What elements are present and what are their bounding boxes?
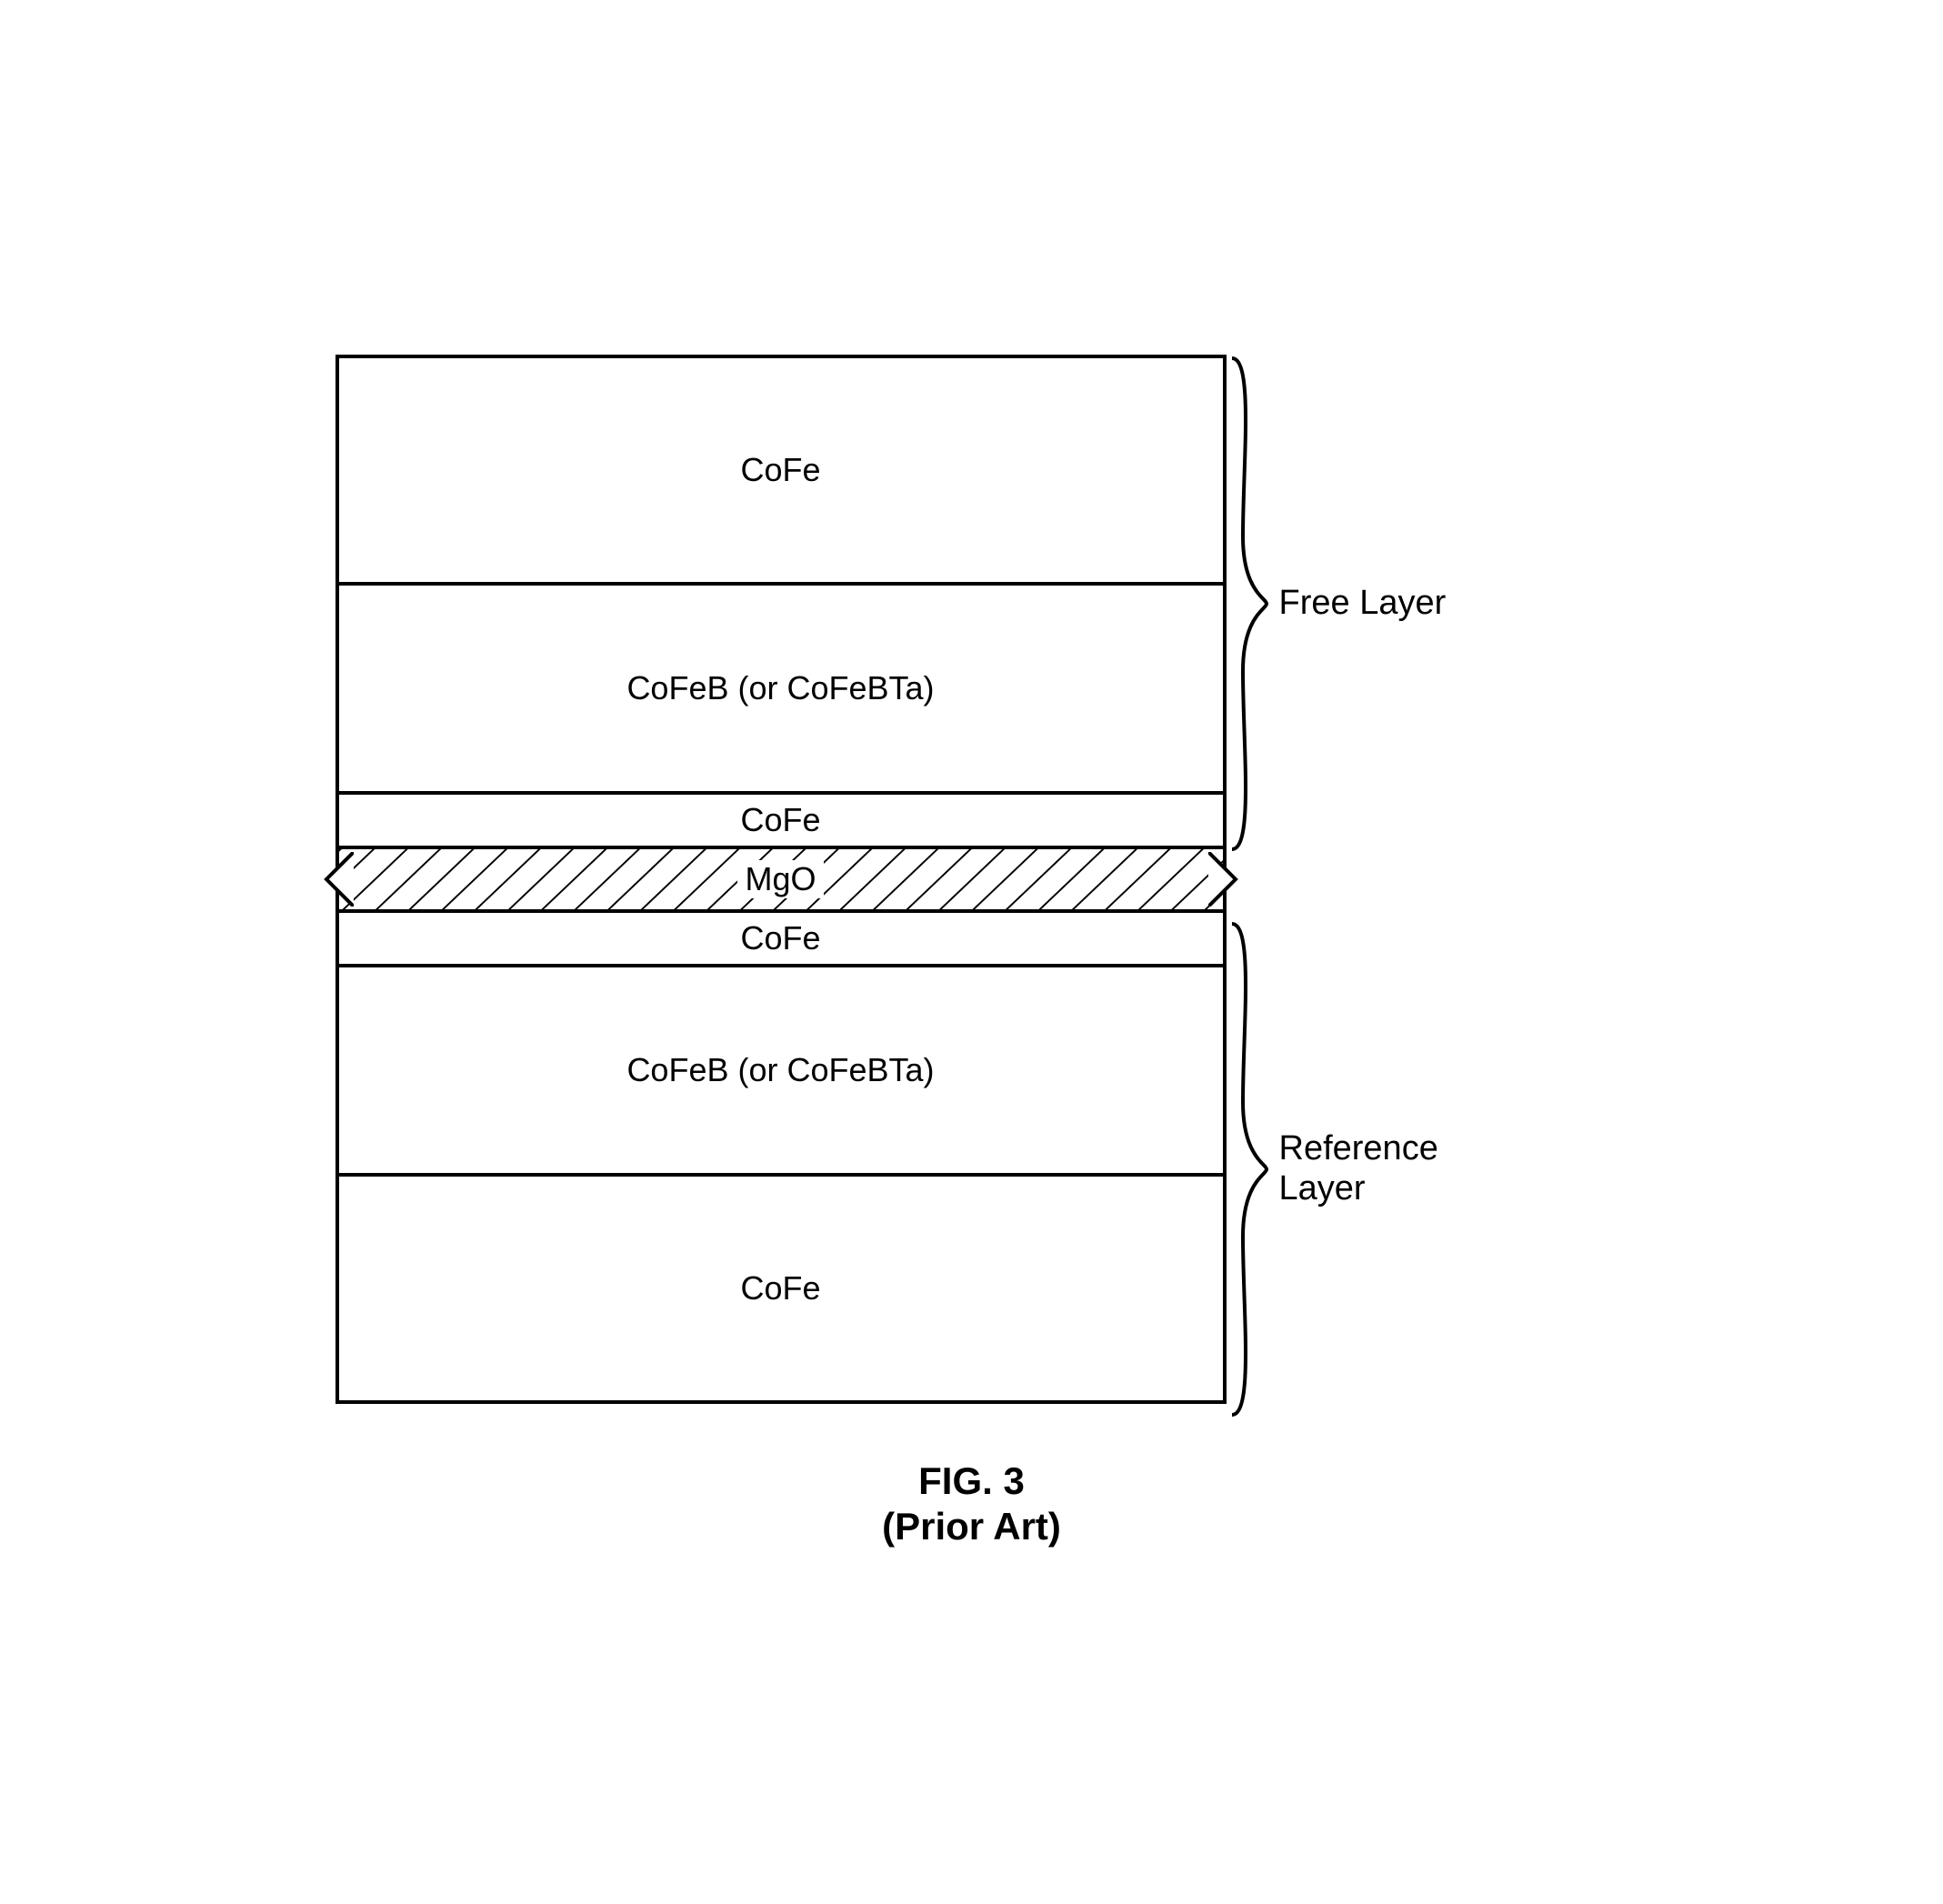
figure-3-prior-art: CoFe CoFeB (or CoFeBTa) CoFe <box>336 355 1608 1550</box>
break-notch-left-icon <box>317 852 354 907</box>
layer-stack: CoFe CoFeB (or CoFeBTa) CoFe <box>336 355 1227 1404</box>
figure-caption: FIG. 3 (Prior Art) <box>336 1458 1608 1550</box>
layer-label: CoFeB (or CoFeBTa) <box>626 669 934 707</box>
layer-label: CoFe <box>740 1269 820 1308</box>
stack-area: CoFe CoFeB (or CoFeBTa) CoFe <box>336 355 1608 1404</box>
brace-icon <box>1227 920 1270 1418</box>
brace-reference-layer: Reference Layer <box>1227 920 1438 1418</box>
caption-line-2: (Prior Art) <box>336 1504 1608 1549</box>
caption-line-1: FIG. 3 <box>336 1458 1608 1504</box>
layer-label: CoFe <box>740 801 820 839</box>
layer-ref-cofeb: CoFeB (or CoFeBTa) <box>339 967 1223 1177</box>
brace-label: Free Layer <box>1279 584 1447 624</box>
brace-label: Reference Layer <box>1279 1129 1438 1208</box>
layer-ref-cofe-inner: CoFe <box>339 913 1223 967</box>
layer-mgo-barrier: MgO <box>339 849 1223 913</box>
break-notch-right-icon <box>1208 852 1245 907</box>
brace-label-text: Reference Layer <box>1279 1129 1438 1208</box>
layer-label: CoFe <box>740 451 820 489</box>
brace-icon <box>1227 355 1270 853</box>
layer-free-cofe-top: CoFe <box>339 358 1223 586</box>
layer-label: CoFe <box>740 919 820 957</box>
brace-free-layer: Free Layer <box>1227 355 1447 853</box>
layer-ref-cofe-bottom: CoFe <box>339 1177 1223 1404</box>
layer-free-cofeb: CoFeB (or CoFeBTa) <box>339 586 1223 795</box>
layer-label: CoFeB (or CoFeBTa) <box>626 1051 934 1089</box>
layer-free-cofe-inner: CoFe <box>339 795 1223 849</box>
layer-label: MgO <box>737 860 823 898</box>
